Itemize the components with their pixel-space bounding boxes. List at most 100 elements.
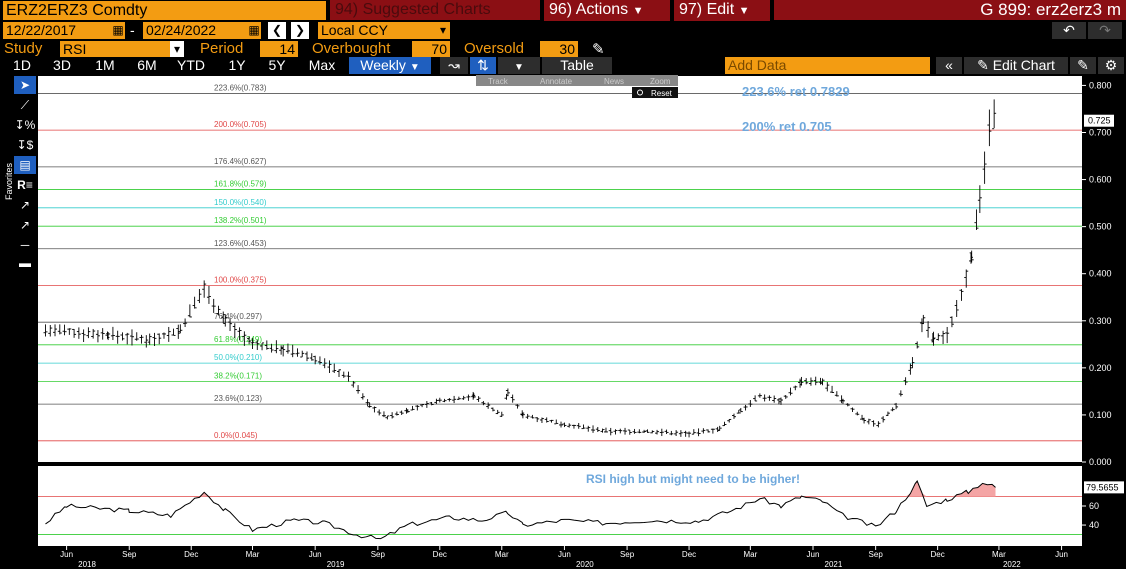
price-panel — [38, 76, 1082, 462]
year-label: 2022 — [1003, 560, 1021, 569]
fib-tool-icon[interactable]: ▤ — [14, 156, 36, 174]
price-tick-label: 0.000 — [1089, 457, 1112, 467]
x-tick-label: Sep — [869, 550, 884, 559]
toolbox: Track Annotate News Zoom Reset — [476, 75, 678, 98]
suggested-charts-menu[interactable]: 94) Suggested Charts — [330, 0, 540, 20]
channel-icon[interactable]: ▬ — [19, 256, 31, 270]
line-chart-icon[interactable]: ↝ — [440, 57, 468, 74]
line-tool-icon[interactable]: ⟋ — [20, 98, 30, 112]
next-arrow-icon[interactable]: ❯ — [291, 22, 309, 39]
frequency-select[interactable]: Weekly ▼ — [349, 57, 431, 76]
x-tick-label: Jun — [807, 550, 820, 559]
overbought-field[interactable]: 70 — [412, 41, 450, 57]
edit-chart-label: Edit Chart — [992, 57, 1055, 73]
last-price-bg — [1084, 114, 1114, 127]
chart-type-dropdown[interactable]: ▼ — [498, 57, 540, 74]
caret-down-icon: ▼ — [738, 5, 750, 17]
chart-area[interactable]: 0.0%(0.045) 23.6%(0.123) 38.2%(0.171) 50.0%… — [0, 74, 1126, 569]
ray-icon[interactable]: ↗ — [19, 218, 31, 232]
timeframe-bar: 1D 3D 1M 6M YTD 1Y 5Y Max Weekly ▼ ↝ ⇅ ▼… — [0, 57, 1126, 76]
timeframe-1m[interactable]: 1M — [95, 57, 115, 73]
overbought-label: Overbought — [312, 40, 391, 57]
timeframe-1d[interactable]: 1D — [13, 57, 31, 73]
caret-down-icon: ▼ — [514, 62, 524, 73]
track-button[interactable]: Track — [488, 77, 509, 86]
fib-label: 150.0%(0.540) — [214, 198, 267, 207]
ohlc-series — [43, 99, 997, 438]
favorites-text: Favorites — [4, 162, 14, 200]
date-range-bar: 12/22/2017 ▦ - 02/24/2022 ▦ ❮ ❯ Local CC… — [0, 21, 1126, 40]
rsi-tick-label: 60 — [1089, 501, 1099, 511]
cursor-icon[interactable]: ➤ — [14, 76, 36, 94]
pencil-icon: ✎ — [977, 57, 989, 73]
x-tick-label: Mar — [495, 550, 509, 559]
fib-label: 38.2%(0.171) — [214, 372, 262, 381]
price-tick-label: 0.700 — [1089, 127, 1112, 137]
collapse-icon[interactable]: « — [936, 57, 962, 74]
rsi-axis — [1082, 466, 1126, 546]
year-label: 2019 — [327, 560, 345, 569]
x-tick-label: Jun — [1055, 550, 1068, 559]
end-date-field[interactable]: 02/24/2022 — [143, 22, 247, 39]
x-axis: Jun Sep Dec Mar Jun Sep Dec Mar Jun Sep Dec Mar Jun S… — [60, 546, 1068, 569]
edit-menu[interactable]: 97) Edit ▼ — [674, 0, 770, 21]
reset-bg — [632, 87, 678, 98]
study-field[interactable]: RSI — [60, 41, 170, 57]
x-tick-label: Sep — [122, 550, 137, 559]
regression-tool-icon[interactable]: R≡ — [17, 178, 33, 192]
last-price-tag: 0.725 — [1084, 114, 1114, 127]
gear-icon[interactable]: ⚙ — [1098, 57, 1124, 74]
actions-menu[interactable]: 96) Actions ▼ — [544, 0, 670, 21]
x-tick-label: Jun — [60, 550, 73, 559]
rsi-series — [38, 480, 1082, 540]
timeframe-1y[interactable]: 1Y — [228, 57, 246, 73]
annotation-200: 200% ret 0.705 — [742, 119, 832, 134]
timeframe-ytd[interactable]: YTD — [177, 57, 205, 73]
undo-icon[interactable]: ↶ — [1052, 22, 1086, 39]
calendar-icon[interactable]: ▦ — [247, 22, 261, 39]
dollar-tool-icon[interactable]: ↧$ — [16, 138, 34, 152]
fib-label: 0.0%(0.045) — [214, 431, 258, 440]
timeframe-5y[interactable]: 5Y — [268, 57, 286, 73]
fib-levels: 0.0%(0.045) 23.6%(0.123) 38.2%(0.171) 50.0%… — [38, 83, 1082, 442]
price-tick-label: 0.200 — [1089, 363, 1112, 373]
horizontal-line-icon[interactable]: ─ — [20, 238, 30, 252]
year-label: 2021 — [825, 560, 843, 569]
chevron-down-icon[interactable]: ▾ — [170, 41, 184, 57]
oversold-field[interactable]: 30 — [540, 41, 578, 57]
prev-arrow-icon[interactable]: ❮ — [268, 22, 286, 39]
x-tick-label: Sep — [371, 550, 386, 559]
pencil-icon[interactable]: ✎ — [592, 41, 605, 58]
ticker-field[interactable]: ERZ2ERZ3 Comdty — [3, 1, 326, 20]
x-tick-label: Dec — [184, 550, 198, 559]
price-axis-ticks: 0.000 0.100 0.200 0.300 0.400 0.500 0.600 0.700… — [1082, 80, 1112, 530]
redo-icon[interactable]: ↷ — [1088, 22, 1122, 39]
timeframe-3d[interactable]: 3D — [53, 57, 71, 73]
annotate-button[interactable]: Annotate — [540, 77, 573, 86]
last-rsi-label: 79.5655 — [1086, 482, 1119, 492]
reset-button[interactable]: Reset — [651, 89, 673, 98]
table-button[interactable]: Table — [542, 57, 612, 74]
reset-icon — [637, 89, 643, 96]
news-button[interactable]: News — [604, 77, 624, 86]
rsi-annotation: RSI high but might need to be higher! — [586, 472, 800, 486]
fib-label: 76.4%(0.297) — [214, 312, 262, 321]
period-field[interactable]: 14 — [260, 41, 298, 57]
percent-tool-icon[interactable]: ↧% — [14, 118, 36, 132]
start-date-field[interactable]: 12/22/2017 — [3, 22, 111, 39]
rsi-tick-label: 40 — [1089, 520, 1099, 530]
edit-chart-button[interactable]: ✎ Edit Chart — [964, 57, 1068, 74]
chevron-down-icon[interactable]: ▾ — [436, 22, 450, 39]
trendline-icon[interactable]: ↗ — [19, 198, 31, 212]
currency-select[interactable]: Local CCY — [318, 22, 436, 39]
rsi-panel — [38, 466, 1082, 546]
annotate-icon[interactable]: ✎ — [1070, 57, 1096, 74]
bar-chart-icon[interactable]: ⇅ — [470, 57, 496, 74]
timeframe-6m[interactable]: 6M — [137, 57, 157, 73]
calendar-icon[interactable]: ▦ — [111, 22, 125, 39]
zoom-button[interactable]: Zoom — [650, 77, 671, 86]
add-data-input[interactable]: Add Data — [725, 57, 930, 74]
last-rsi-tag: 79.5655 — [1084, 481, 1124, 494]
fib-label: 123.6%(0.453) — [214, 239, 267, 248]
timeframe-max[interactable]: Max — [308, 57, 336, 73]
